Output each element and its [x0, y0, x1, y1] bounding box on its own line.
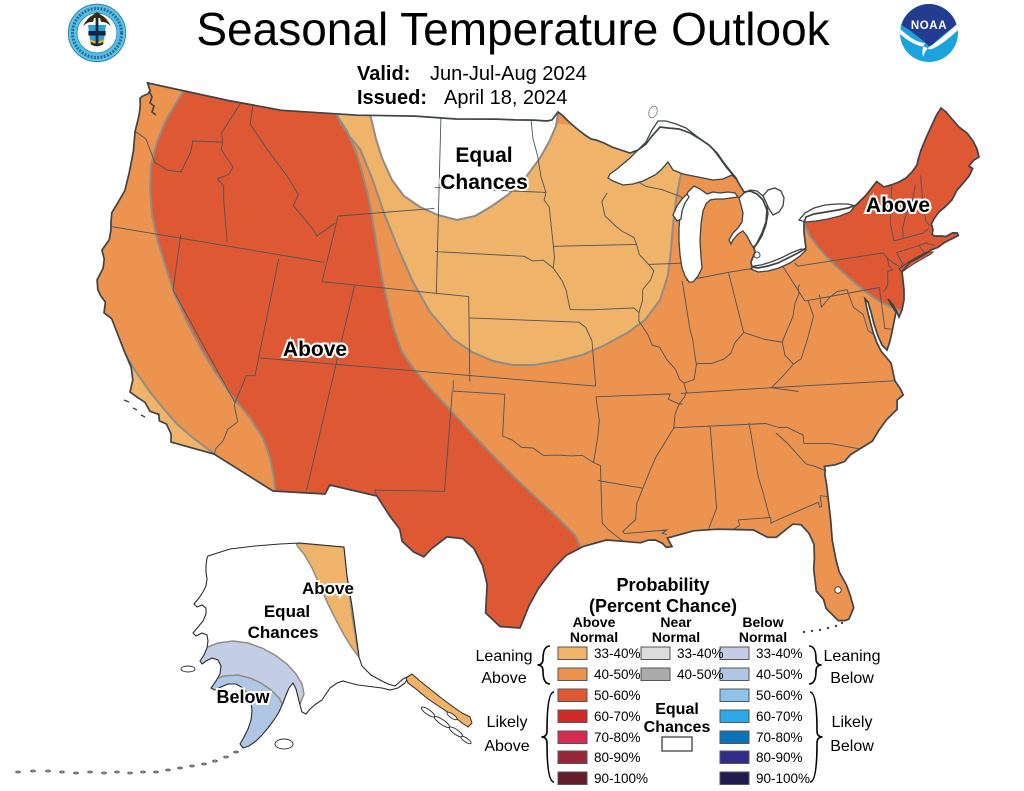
svg-text:Valid:Jun-Jul-Aug 2024: Valid: Jun-Jul-Aug 2024 [357, 63, 587, 85]
svg-text:Above: Above [283, 338, 347, 361]
svg-text:50-60%: 50-60% [756, 688, 803, 703]
svg-text:60-70%: 60-70% [756, 709, 803, 724]
svg-text:50-60%: 50-60% [594, 688, 641, 703]
svg-text:Above: Above [866, 194, 930, 217]
svg-text:(Percent Chance): (Percent Chance) [589, 596, 737, 616]
svg-text:Issued:April 18, 2024: Issued: April 18, 2024 [357, 87, 567, 109]
svg-text:Normal: Normal [570, 629, 618, 645]
svg-text:33-40%: 33-40% [594, 646, 641, 661]
svg-text:Near: Near [660, 614, 692, 630]
svg-text:NOAA: NOAA [911, 20, 947, 32]
svg-text:Above: Above [302, 579, 354, 598]
svg-text:Likely: Likely [487, 714, 528, 731]
svg-text:Normal: Normal [739, 629, 787, 645]
svg-text:Above: Above [481, 670, 526, 687]
svg-text:70-80%: 70-80% [594, 730, 641, 745]
svg-text:Normal: Normal [652, 629, 700, 645]
svg-text:40-50%: 40-50% [677, 667, 724, 682]
svg-text:Above: Above [573, 614, 616, 630]
svg-text:Leaning: Leaning [476, 648, 533, 665]
svg-text:Likely: Likely [832, 714, 873, 731]
svg-text:Chances: Chances [440, 171, 528, 194]
svg-text:Chances: Chances [248, 623, 319, 642]
svg-text:40-50%: 40-50% [594, 667, 641, 682]
svg-text:Probability: Probability [616, 575, 709, 595]
svg-text:90-100%: 90-100% [594, 771, 648, 786]
svg-text:Below: Below [830, 738, 874, 755]
svg-text:80-90%: 80-90% [594, 750, 641, 765]
svg-text:Equal: Equal [655, 701, 699, 718]
svg-text:Seasonal Temperature Outlook: Seasonal Temperature Outlook [196, 3, 830, 55]
svg-text:70-80%: 70-80% [756, 730, 803, 745]
svg-text:60-70%: 60-70% [594, 709, 641, 724]
svg-text:Chances: Chances [644, 719, 711, 736]
svg-text:80-90%: 80-90% [756, 750, 803, 765]
svg-text:Below: Below [830, 670, 874, 687]
svg-text:Above: Above [484, 738, 529, 755]
svg-text:Leaning: Leaning [824, 648, 881, 665]
svg-text:33-40%: 33-40% [756, 646, 803, 661]
svg-text:Equal: Equal [264, 602, 310, 621]
svg-text:Below: Below [742, 614, 783, 630]
svg-text:Below: Below [216, 687, 270, 707]
svg-text:40-50%: 40-50% [756, 667, 803, 682]
svg-text:90-100%: 90-100% [756, 771, 810, 786]
svg-text:Equal: Equal [455, 144, 512, 167]
svg-text:33-40%: 33-40% [677, 646, 724, 661]
